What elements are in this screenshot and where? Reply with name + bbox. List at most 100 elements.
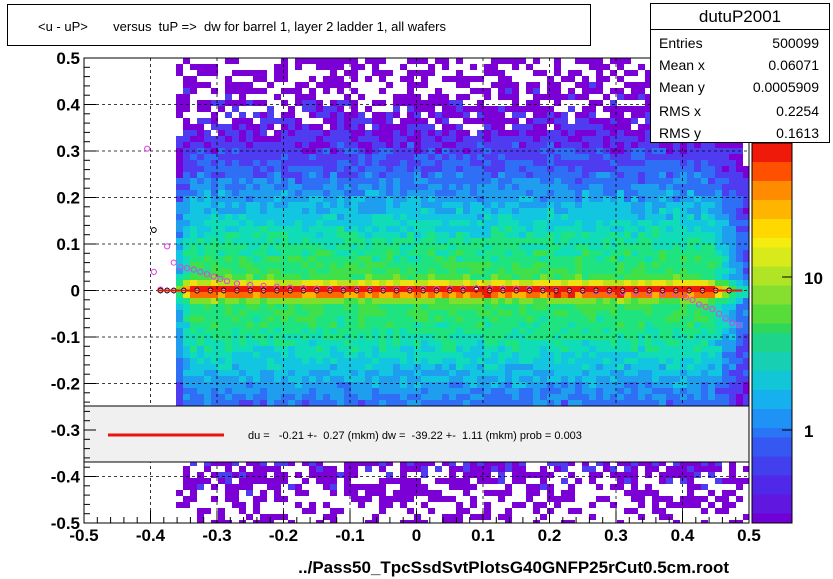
- heatmap-cell: [232, 394, 239, 400]
- heatmap-cell: [645, 202, 652, 208]
- heatmap-cell: [211, 190, 218, 196]
- heatmap-cell: [330, 490, 337, 496]
- heatmap-cell: [442, 274, 449, 280]
- heatmap-cell: [603, 370, 610, 376]
- heatmap-cell: [582, 226, 589, 232]
- heatmap-cell: [596, 262, 603, 268]
- heatmap-cell: [554, 142, 561, 148]
- heatmap-cell: [470, 190, 477, 196]
- heatmap-cell: [589, 334, 596, 340]
- heatmap-cell: [484, 298, 491, 304]
- heatmap-cell: [568, 256, 575, 262]
- heatmap-cell: [624, 478, 631, 484]
- heatmap-cell: [211, 292, 218, 298]
- heatmap-cell: [288, 370, 295, 376]
- heatmap-cell: [519, 142, 526, 148]
- heatmap-cell: [253, 496, 260, 502]
- heatmap-cell: [295, 256, 302, 262]
- heatmap-cell: [197, 280, 204, 286]
- heatmap-cell: [330, 316, 337, 322]
- heatmap-cell: [456, 124, 463, 130]
- heatmap-cell: [540, 112, 547, 118]
- heatmap-cell: [330, 130, 337, 136]
- heatmap-cell: [337, 292, 344, 298]
- heatmap-cell: [680, 244, 687, 250]
- heatmap-cell: [253, 340, 260, 346]
- heatmap-cell: [267, 256, 274, 262]
- heatmap-cell: [428, 124, 435, 130]
- heatmap-cell: [330, 64, 337, 70]
- heatmap-cell: [302, 250, 309, 256]
- heatmap-cell: [603, 196, 610, 202]
- heatmap-cell: [281, 322, 288, 328]
- heatmap-cell: [680, 256, 687, 262]
- heatmap-cell: [456, 292, 463, 298]
- heatmap-cell: [302, 232, 309, 238]
- heatmap-cell: [281, 130, 288, 136]
- heatmap-cell: [379, 268, 386, 274]
- heatmap-cell: [246, 124, 253, 130]
- heatmap-cell: [330, 346, 337, 352]
- heatmap-cell: [295, 502, 302, 508]
- heatmap-cell: [407, 106, 414, 112]
- heatmap-cell: [596, 472, 603, 478]
- heatmap-cell: [337, 226, 344, 232]
- heatmap-cell: [687, 394, 694, 400]
- heatmap-cell: [680, 370, 687, 376]
- heatmap-cell: [246, 304, 253, 310]
- heatmap-cell: [281, 352, 288, 358]
- heatmap-cell: [449, 172, 456, 178]
- heatmap-cell: [617, 202, 624, 208]
- heatmap-cell: [239, 190, 246, 196]
- heatmap-cell: [267, 244, 274, 250]
- heatmap-cell: [400, 466, 407, 472]
- heatmap-cell: [260, 394, 267, 400]
- heatmap-cell: [631, 376, 638, 382]
- heatmap-cell: [267, 292, 274, 298]
- heatmap-cell: [463, 400, 470, 406]
- heatmap-cell: [365, 256, 372, 262]
- heatmap-cell: [190, 316, 197, 322]
- heatmap-cell: [218, 394, 225, 400]
- heatmap-cell: [260, 148, 267, 154]
- heatmap-cell: [239, 100, 246, 106]
- heatmap-cell: [484, 154, 491, 160]
- heatmap-cell: [596, 352, 603, 358]
- heatmap-cell: [582, 268, 589, 274]
- heatmap-cell: [344, 460, 351, 466]
- heatmap-cell: [421, 250, 428, 256]
- heatmap-cell: [589, 298, 596, 304]
- heatmap-cell: [589, 400, 596, 406]
- heatmap-cell: [582, 274, 589, 280]
- heatmap-cell: [533, 250, 540, 256]
- heatmap-cell: [365, 340, 372, 346]
- heatmap-cell: [239, 118, 246, 124]
- heatmap-cell: [596, 88, 603, 94]
- heatmap-cell: [463, 238, 470, 244]
- heatmap-cell: [344, 262, 351, 268]
- heatmap-cell: [477, 298, 484, 304]
- heatmap-cell: [302, 334, 309, 340]
- heatmap-cell: [232, 238, 239, 244]
- heatmap-cell: [498, 250, 505, 256]
- heatmap-cell: [379, 370, 386, 376]
- heatmap-cell: [624, 382, 631, 388]
- heatmap-cell: [491, 466, 498, 472]
- heatmap-cell: [484, 292, 491, 298]
- heatmap-cell: [470, 466, 477, 472]
- heatmap-cell: [379, 310, 386, 316]
- heatmap-cell: [610, 280, 617, 286]
- heatmap-cell: [330, 160, 337, 166]
- heatmap-cell: [372, 274, 379, 280]
- heatmap-cell: [204, 184, 211, 190]
- heatmap-cell: [673, 154, 680, 160]
- heatmap-cell: [533, 214, 540, 220]
- heatmap-cell: [547, 238, 554, 244]
- heatmap-cell: [386, 328, 393, 334]
- heatmap-cell: [505, 466, 512, 472]
- heatmap-cell: [442, 166, 449, 172]
- heatmap-cell: [603, 286, 610, 292]
- heatmap-cell: [204, 232, 211, 238]
- heatmap-cell: [477, 100, 484, 106]
- heatmap-cell: [652, 340, 659, 346]
